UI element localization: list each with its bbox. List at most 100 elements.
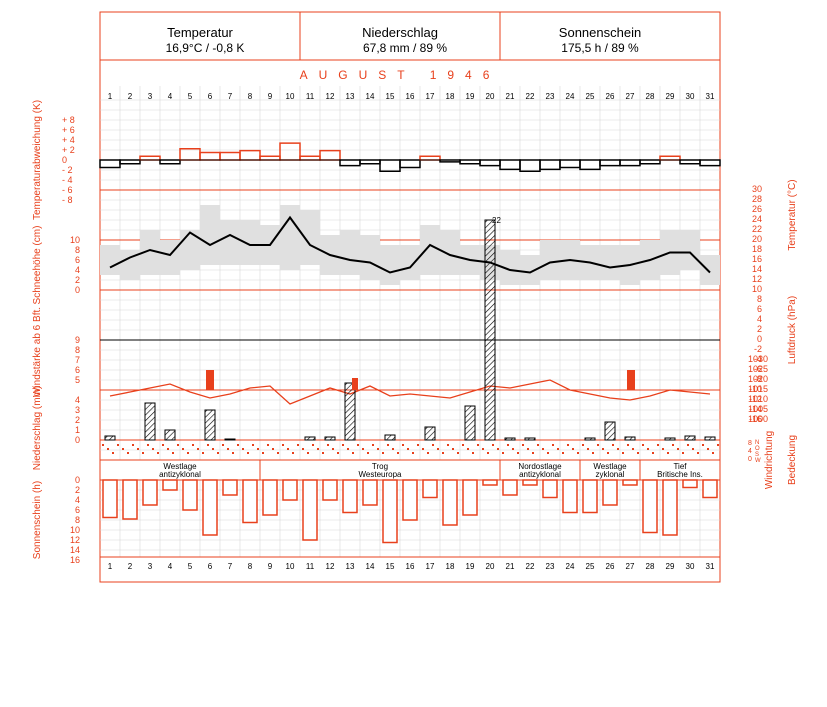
day-label: 27 <box>626 562 635 571</box>
day-label: 12 <box>326 92 335 101</box>
wind-dot <box>352 452 354 454</box>
wind-dot <box>347 448 349 450</box>
precip-bar <box>144 402 156 441</box>
axis-title-temperature: Temperatur (°C) <box>787 179 798 250</box>
wind-dot <box>282 444 284 446</box>
wind-dot <box>612 444 614 446</box>
tick-temperature: -16 <box>749 414 762 424</box>
wind-dot <box>482 448 484 450</box>
tick-sunshine: 10 <box>70 525 80 535</box>
tick-snow-depth: 8 <box>75 245 80 255</box>
day-label: 5 <box>188 562 193 571</box>
wind-dot <box>382 452 384 454</box>
wind-dot <box>472 452 474 454</box>
day-label: 20 <box>486 562 495 571</box>
temp-range-bar <box>400 245 420 280</box>
wind-dot <box>157 452 159 454</box>
air-pressure-line <box>109 379 711 405</box>
wind-dot <box>517 452 519 454</box>
wind-dot <box>522 444 524 446</box>
wind-dot <box>582 444 584 446</box>
wind-dot <box>322 452 324 454</box>
sunshine-bar <box>622 479 638 486</box>
wind-dot <box>307 452 309 454</box>
wind-dot <box>402 444 404 446</box>
wind-marker-13 <box>352 378 358 390</box>
sunshine-bar <box>582 479 598 514</box>
wind-dot <box>142 452 144 454</box>
sunshine-bar <box>102 479 118 519</box>
wind-dot <box>207 444 209 446</box>
axis-title-temp-deviation: Temperaturabweichung (K) <box>32 100 43 220</box>
day-label: 26 <box>606 92 615 101</box>
wind-dot <box>627 444 629 446</box>
wind-dot <box>572 448 574 450</box>
wind-dot <box>232 452 234 454</box>
wind-dot <box>162 444 164 446</box>
wind-dot <box>717 444 719 446</box>
day-label: 1 <box>108 92 113 101</box>
tick-cover-key: 0 <box>748 456 752 463</box>
wind-dot <box>327 444 329 446</box>
day-label: 19 <box>466 92 475 101</box>
precip-bar <box>664 437 676 441</box>
precip-bar <box>624 436 636 441</box>
day-label: 25 <box>586 92 595 101</box>
day-label: 18 <box>446 92 455 101</box>
tick-precipitation: 0 <box>75 435 80 445</box>
wind-dot <box>492 444 494 446</box>
tick-cover-key: 4 <box>748 448 752 455</box>
wind-dot <box>542 448 544 450</box>
wind-dot <box>117 444 119 446</box>
wind-dot <box>417 444 419 446</box>
tick-dir-key: W <box>755 458 761 464</box>
precip-bar <box>304 436 316 441</box>
precip-bar <box>584 437 596 441</box>
day-label: 8 <box>248 562 253 571</box>
temp-range-bar <box>120 250 140 280</box>
day-label: 6 <box>208 92 213 101</box>
wind-dot <box>452 448 454 450</box>
wind-dot <box>562 452 564 454</box>
wind-dot <box>112 452 114 454</box>
wind-dot <box>242 448 244 450</box>
wind-dot <box>332 448 334 450</box>
header-sunshine-label: Sonnenschein <box>559 25 641 40</box>
wind-dot <box>367 452 369 454</box>
wind-dot <box>422 448 424 450</box>
tick-temperature: 28 <box>752 194 762 204</box>
wind-dot <box>427 452 429 454</box>
temp-range-bar <box>500 250 520 285</box>
wind-dot <box>432 444 434 446</box>
wind-dot <box>442 452 444 454</box>
temp-range-bar <box>140 230 160 275</box>
sunshine-bar <box>282 479 298 501</box>
precip-bar <box>164 429 176 441</box>
tick-temperature: 20 <box>752 234 762 244</box>
wind-dot <box>617 448 619 450</box>
tick-temperature: 22 <box>752 224 762 234</box>
wind-dot <box>167 448 169 450</box>
precip-note-label: 22 <box>492 216 501 225</box>
wind-dot <box>287 448 289 450</box>
precip-bar <box>704 436 716 441</box>
wind-dot <box>297 444 299 446</box>
tick-air-pressure: 1015 <box>748 384 768 394</box>
sunshine-bar <box>222 479 238 496</box>
wind-dot <box>412 452 414 454</box>
tick-precipitation: 4 <box>75 395 80 405</box>
sunshine-bar <box>142 479 158 506</box>
day-label: 14 <box>366 562 375 571</box>
wind-dot <box>182 448 184 450</box>
day-label: 5 <box>188 92 193 101</box>
day-label: 15 <box>386 92 395 101</box>
tick-wind: 7 <box>75 355 80 365</box>
tick-wind: 6 <box>75 365 80 375</box>
tick-temperature: 18 <box>752 244 762 254</box>
wind-dot <box>217 452 219 454</box>
wind-dot <box>642 444 644 446</box>
sunshine-bar <box>402 479 418 521</box>
day-label: 4 <box>168 562 173 571</box>
precip-bar <box>104 435 116 441</box>
